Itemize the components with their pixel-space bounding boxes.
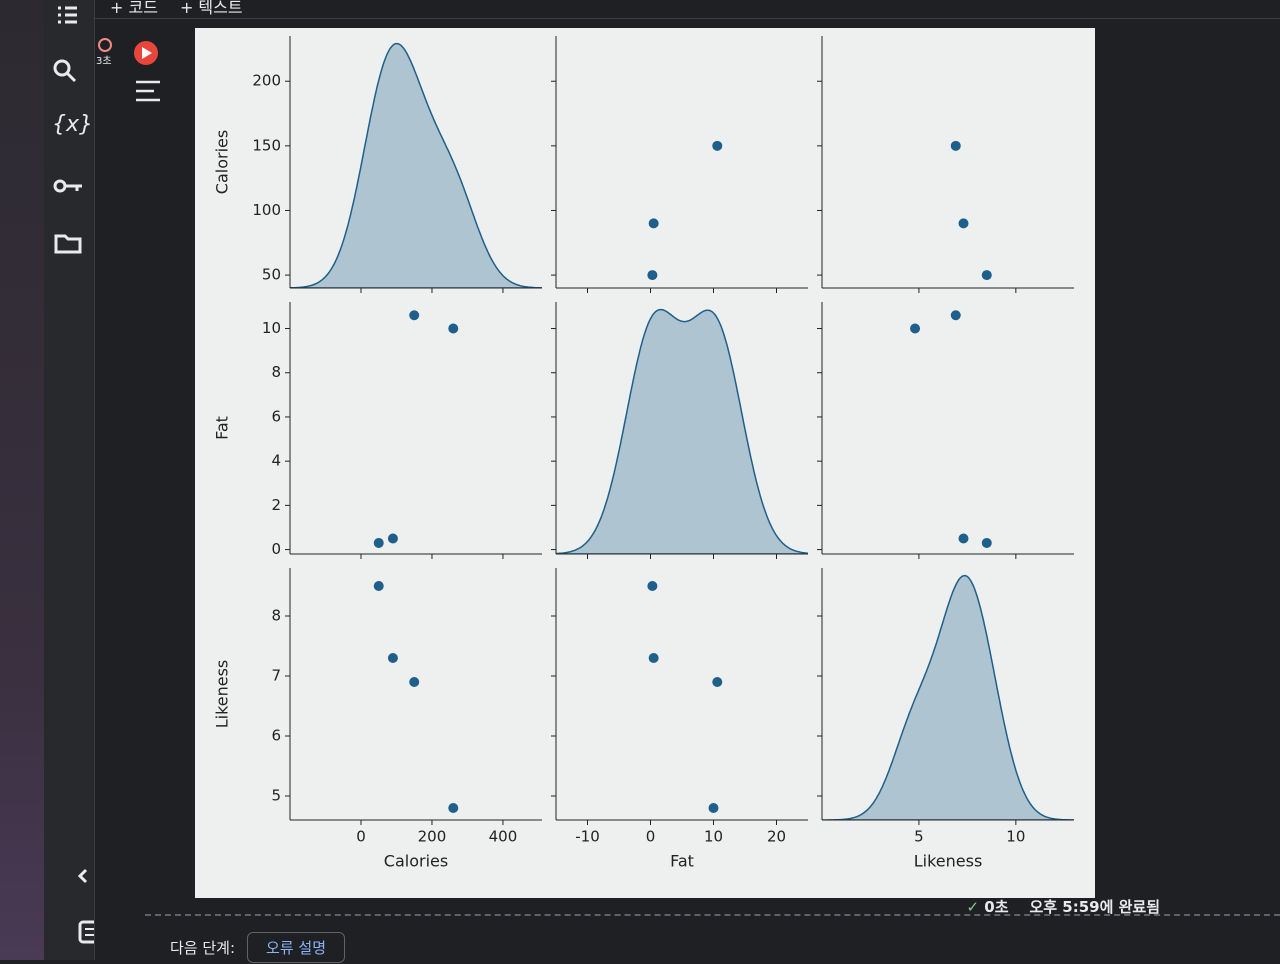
scatter-point <box>958 218 969 229</box>
scatter-point <box>373 581 384 591</box>
x-axis-label: Likeness <box>914 852 983 871</box>
run-time: 0초 <box>984 898 1009 916</box>
x-tick-label: 0 <box>356 828 366 846</box>
x-tick-label: 200 <box>418 828 447 846</box>
divider <box>145 914 1280 916</box>
x-tick-label: 20 <box>767 828 786 846</box>
y-tick-label: 4 <box>271 452 281 470</box>
kde <box>822 574 1074 820</box>
exec-time: 3초 <box>96 56 112 67</box>
scatter-point <box>448 803 459 813</box>
x-axis-label: Calories <box>384 852 448 871</box>
sidebar: {x} <box>44 0 110 960</box>
y-tick-label: 150 <box>252 136 281 154</box>
subplot <box>647 581 723 813</box>
scatter-point <box>981 537 992 548</box>
toolbar: + 코드 + 텍스트 <box>110 0 265 18</box>
subplot <box>950 140 992 281</box>
scatter-point <box>950 140 961 151</box>
output-toggle[interactable] <box>136 80 160 102</box>
add-text-button[interactable]: + 텍스트 <box>179 0 243 17</box>
next-steps-label: 다음 단계: <box>170 939 236 957</box>
subplot <box>910 310 992 548</box>
subplot <box>373 310 459 548</box>
scatter-point <box>712 140 723 151</box>
scatter-point <box>981 270 992 281</box>
terminal-icon[interactable] <box>78 920 110 944</box>
y-tick-label: 6 <box>271 407 281 425</box>
kde <box>290 42 542 288</box>
cell-controls <box>98 38 160 102</box>
x-axis-label: Fat <box>670 852 694 871</box>
window-edge <box>0 0 44 960</box>
toc-icon[interactable] <box>58 6 77 24</box>
error-icon <box>98 38 112 52</box>
y-tick-label: 2 <box>271 496 281 514</box>
scatter-point <box>648 218 659 229</box>
scatter-point <box>950 310 961 321</box>
status: ✓ 0초 오후 5:59에 완료됨 <box>966 898 1160 916</box>
scatter-point <box>708 803 719 813</box>
y-tick-label: 5 <box>271 787 281 805</box>
sidebar-icons <box>53 6 110 944</box>
code-icon[interactable] <box>77 868 107 884</box>
x-tick-label: 10 <box>704 828 723 846</box>
scatter-point <box>910 323 921 334</box>
subplot <box>647 140 723 281</box>
scatter-point <box>387 653 398 663</box>
variables-icon[interactable]: {x} <box>52 112 94 137</box>
secrets-icon[interactable] <box>53 179 82 193</box>
y-tick-label: 200 <box>252 72 281 90</box>
scatter-point <box>647 581 658 591</box>
y-tick-label: 8 <box>271 607 281 625</box>
y-tick-label: 10 <box>262 319 281 337</box>
subplot <box>373 581 459 813</box>
y-tick-label: 100 <box>252 201 281 219</box>
kde <box>556 308 808 554</box>
x-tick-label: -10 <box>575 828 600 846</box>
y-tick-label: 0 <box>271 540 281 558</box>
add-code-button[interactable]: + 코드 <box>110 0 158 17</box>
subplot <box>290 42 542 288</box>
x-tick-label: 400 <box>489 828 518 846</box>
scatter-point <box>648 653 659 663</box>
scatter-point <box>387 533 398 544</box>
subplot <box>556 308 808 554</box>
y-axis-label: Likeness <box>213 660 232 729</box>
explain-error-button[interactable]: 오류 설명 <box>247 932 345 963</box>
scatter-point <box>448 323 459 334</box>
files-icon[interactable] <box>54 234 82 254</box>
scatter-point <box>958 533 969 544</box>
y-tick-label: 6 <box>271 727 281 745</box>
y-tick-label: 7 <box>271 667 281 685</box>
scatter-point <box>647 270 658 281</box>
scatter-point <box>712 677 723 687</box>
next-steps: 다음 단계: 오류 설명 <box>170 932 345 963</box>
search-icon[interactable] <box>53 59 77 83</box>
y-axis-label: Calories <box>213 130 232 194</box>
completed-at: 오후 5:59에 완료됨 <box>1029 898 1160 916</box>
scatter-point <box>373 537 384 548</box>
subplot <box>822 574 1074 820</box>
scatter-point <box>409 677 420 687</box>
y-tick-label: 8 <box>271 363 281 381</box>
x-tick-label: 0 <box>646 828 656 846</box>
y-axis-label: Fat <box>213 416 232 440</box>
divider <box>95 18 1280 19</box>
scatter-point <box>409 310 420 321</box>
x-tick-label: 10 <box>1006 828 1025 846</box>
y-tick-label: 50 <box>262 266 281 284</box>
x-tick-label: 5 <box>914 828 924 846</box>
run-icon <box>142 47 152 59</box>
